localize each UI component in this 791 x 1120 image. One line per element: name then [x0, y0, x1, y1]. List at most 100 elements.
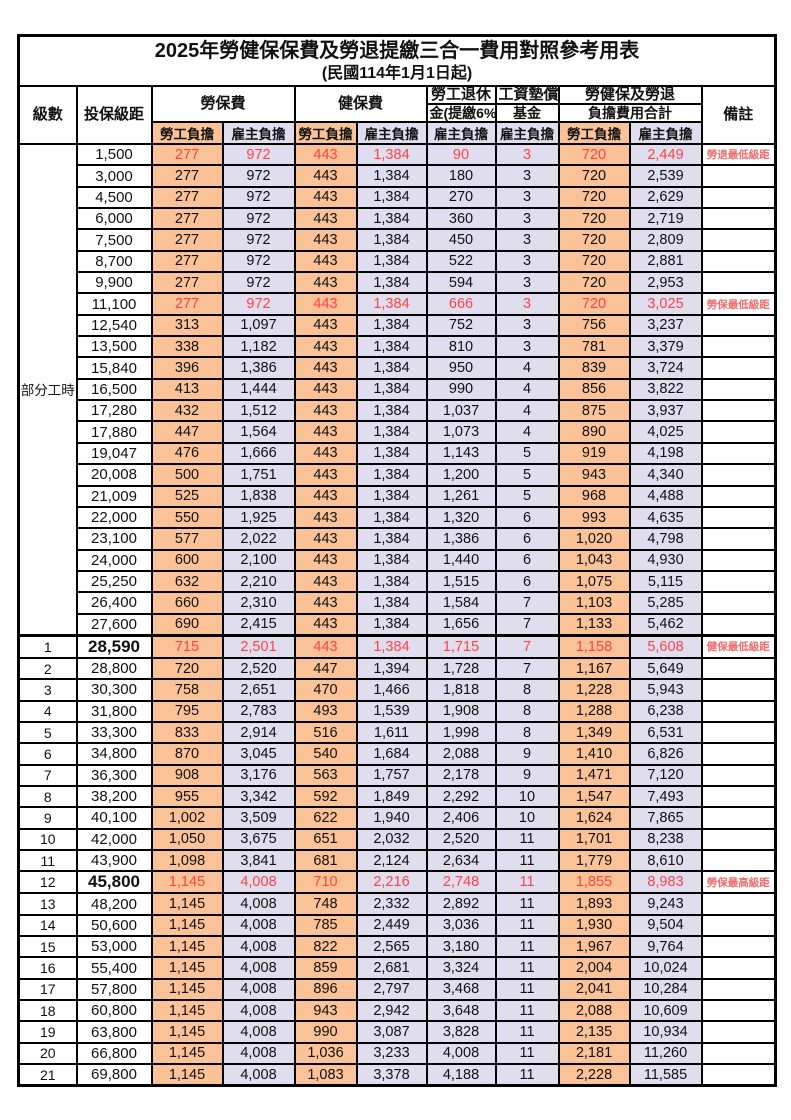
cell-labor-employer: 972: [221, 142, 296, 167]
cell-remark: [700, 377, 777, 402]
cell-remark: 勞保最高級距: [700, 870, 777, 895]
cell-remark: [700, 164, 777, 188]
cell-total-employer: 3,724: [628, 356, 703, 380]
cell-pension-employer: 1,143: [425, 441, 497, 466]
cell-fund-employer: 11: [494, 827, 560, 852]
cell-remark: [700, 784, 777, 809]
cell-level: 2: [17, 656, 78, 681]
cell-pension-employer: 1,728: [425, 656, 497, 681]
table-row: 部分工時 1,500 277 972 443 1,384 90 3 720 2,449 勞退最低級距: [17, 142, 777, 637]
cell-health-employer: 2,216: [355, 870, 428, 895]
cell-total-employer: 9,504: [628, 913, 703, 938]
cell-health-employee: 443: [293, 612, 358, 637]
cell-pension-employer: 4,008: [425, 1041, 497, 1066]
cell-labor-employee: 1,098: [150, 848, 224, 873]
cell-total-employee: 756: [557, 313, 631, 338]
table-row: 19,047 476 1,666 443 1,384 1,143 5 919 4,198: [19, 441, 777, 466]
cell-remark: [700, 569, 777, 594]
cell-total-employee: 839: [557, 356, 631, 380]
cell-pension-employer: 2,634: [425, 848, 497, 873]
table-row: 20 66,800 1,145 4,008 1,036 3,233 4,008 11 2,181…: [17, 1041, 777, 1066]
cell-health-employee: 447: [293, 656, 358, 681]
cell-bracket: 28,800: [75, 656, 153, 681]
cell-labor-employer: 4,008: [221, 956, 296, 980]
cell-fund-employer: 6: [494, 527, 560, 551]
cell-pension-employer: 1,320: [425, 505, 497, 530]
reference-sheet: 2025年勞健保保費及勞退提繳三合一費用對照參考用表 (民國114年1月1日起)…: [17, 34, 778, 1088]
col-header-pension-line1: 勞工退休: [425, 85, 497, 105]
cell-fund-employer: 11: [494, 892, 560, 916]
cell-labor-employer: 2,520: [221, 656, 296, 681]
cell-bracket: 26,400: [75, 591, 153, 615]
cell-fund-employer: 4: [494, 420, 560, 444]
col-header-labor-insurance: 勞保費: [150, 85, 296, 123]
subheader-total-employer: 雇主負擔: [628, 121, 703, 145]
cell-total-employee: 1,103: [557, 591, 631, 615]
cell-labor-employer: 972: [221, 271, 296, 295]
cell-pension-employer: 2,178: [425, 763, 497, 787]
cell-fund-employer: 7: [494, 591, 560, 615]
table-row: 8,700 277 972 443 1,384 522 3 720 2,881: [19, 249, 777, 274]
cell-pension-employer: 1,200: [425, 463, 497, 487]
cell-fund-employer: 3: [494, 271, 560, 295]
cell-fund-employer: 7: [494, 633, 560, 659]
table-row: 13 48,200 1,145 4,008 748 2,332 2,892 11 1,893 9,…: [17, 892, 777, 916]
cell-health-employee: 443: [293, 399, 358, 423]
cell-total-employee: 2,181: [557, 1041, 631, 1066]
cell-bracket: 3,000: [75, 164, 153, 188]
cell-health-employee: 443: [293, 527, 358, 551]
cell-health-employee: 540: [293, 742, 358, 766]
table-row: 24,000 600 2,100 443 1,384 1,440 6 1,043 4,930: [19, 548, 777, 572]
cell-remark: [700, 591, 777, 615]
table-row: 11,100 277 972 443 1,384 666 3 720 3,025 勞保最低級距: [19, 292, 777, 316]
cell-bracket: 17,280: [75, 399, 153, 423]
cell-total-employer: 4,198: [628, 441, 703, 466]
cell-pension-employer: 450: [425, 228, 497, 252]
cell-health-employee: 681: [293, 848, 358, 873]
cell-remark: [700, 356, 777, 380]
cell-labor-employer: 1,751: [221, 463, 296, 487]
cell-fund-employer: 8: [494, 720, 560, 745]
cell-total-employer: 7,865: [628, 806, 703, 830]
cell-total-employer: 4,930: [628, 548, 703, 572]
cell-health-employee: 651: [293, 827, 358, 852]
cell-remark: [700, 249, 777, 274]
cell-fund-employer: 5: [494, 441, 560, 466]
cell-remark: 健保最低級距: [700, 633, 777, 659]
cell-remark: 勞保最低級距: [700, 292, 777, 316]
cell-total-employee: 1,158: [557, 633, 631, 659]
cell-level: 11: [17, 848, 78, 873]
cell-labor-employer: 2,022: [221, 527, 296, 551]
cell-pension-employer: 2,088: [425, 742, 497, 766]
cell-bracket: 69,800: [75, 1063, 153, 1087]
cell-health-employee: 443: [293, 441, 358, 466]
cell-level: 19: [17, 1020, 78, 1044]
cell-total-employee: 1,547: [557, 784, 631, 809]
cell-remark: [700, 420, 777, 444]
cell-labor-employee: 795: [150, 699, 224, 723]
cell-health-employer: 1,384: [355, 377, 428, 402]
cell-fund-employer: 7: [494, 656, 560, 681]
cell-bracket: 23,100: [75, 527, 153, 551]
cell-health-employee: 443: [293, 335, 358, 359]
cell-health-employer: 1,394: [355, 656, 428, 681]
cell-remark: [700, 742, 777, 766]
col-header-pension-line2: 金(提繳6%): [425, 103, 497, 123]
cell-labor-employee: 660: [150, 591, 224, 615]
cell-bracket: 43,900: [75, 848, 153, 873]
cell-health-employee: 443: [293, 356, 358, 380]
cell-health-employer: 1,940: [355, 806, 428, 830]
cell-health-employee: 443: [293, 377, 358, 402]
cell-health-employee: 748: [293, 892, 358, 916]
cell-bracket: 55,400: [75, 956, 153, 980]
cell-pension-employer: 360: [425, 207, 497, 231]
cell-remark: [700, 185, 777, 210]
cell-labor-employer: 2,501: [221, 633, 296, 659]
cell-pension-employer: 1,818: [425, 678, 497, 702]
cell-health-employee: 443: [293, 185, 358, 210]
cell-pension-employer: 3,468: [425, 977, 497, 1002]
header-row-3: 勞工負擔 雇主負擔 勞工負擔 雇主負擔 雇主負擔 雇主負擔 勞工負擔 雇主負擔: [19, 121, 776, 145]
table-row: 21 69,800 1,145 4,008 1,083 3,378 4,188 11 2,228…: [17, 1063, 777, 1087]
cell-health-employee: 443: [293, 142, 358, 167]
cell-health-employer: 1,384: [355, 569, 428, 594]
